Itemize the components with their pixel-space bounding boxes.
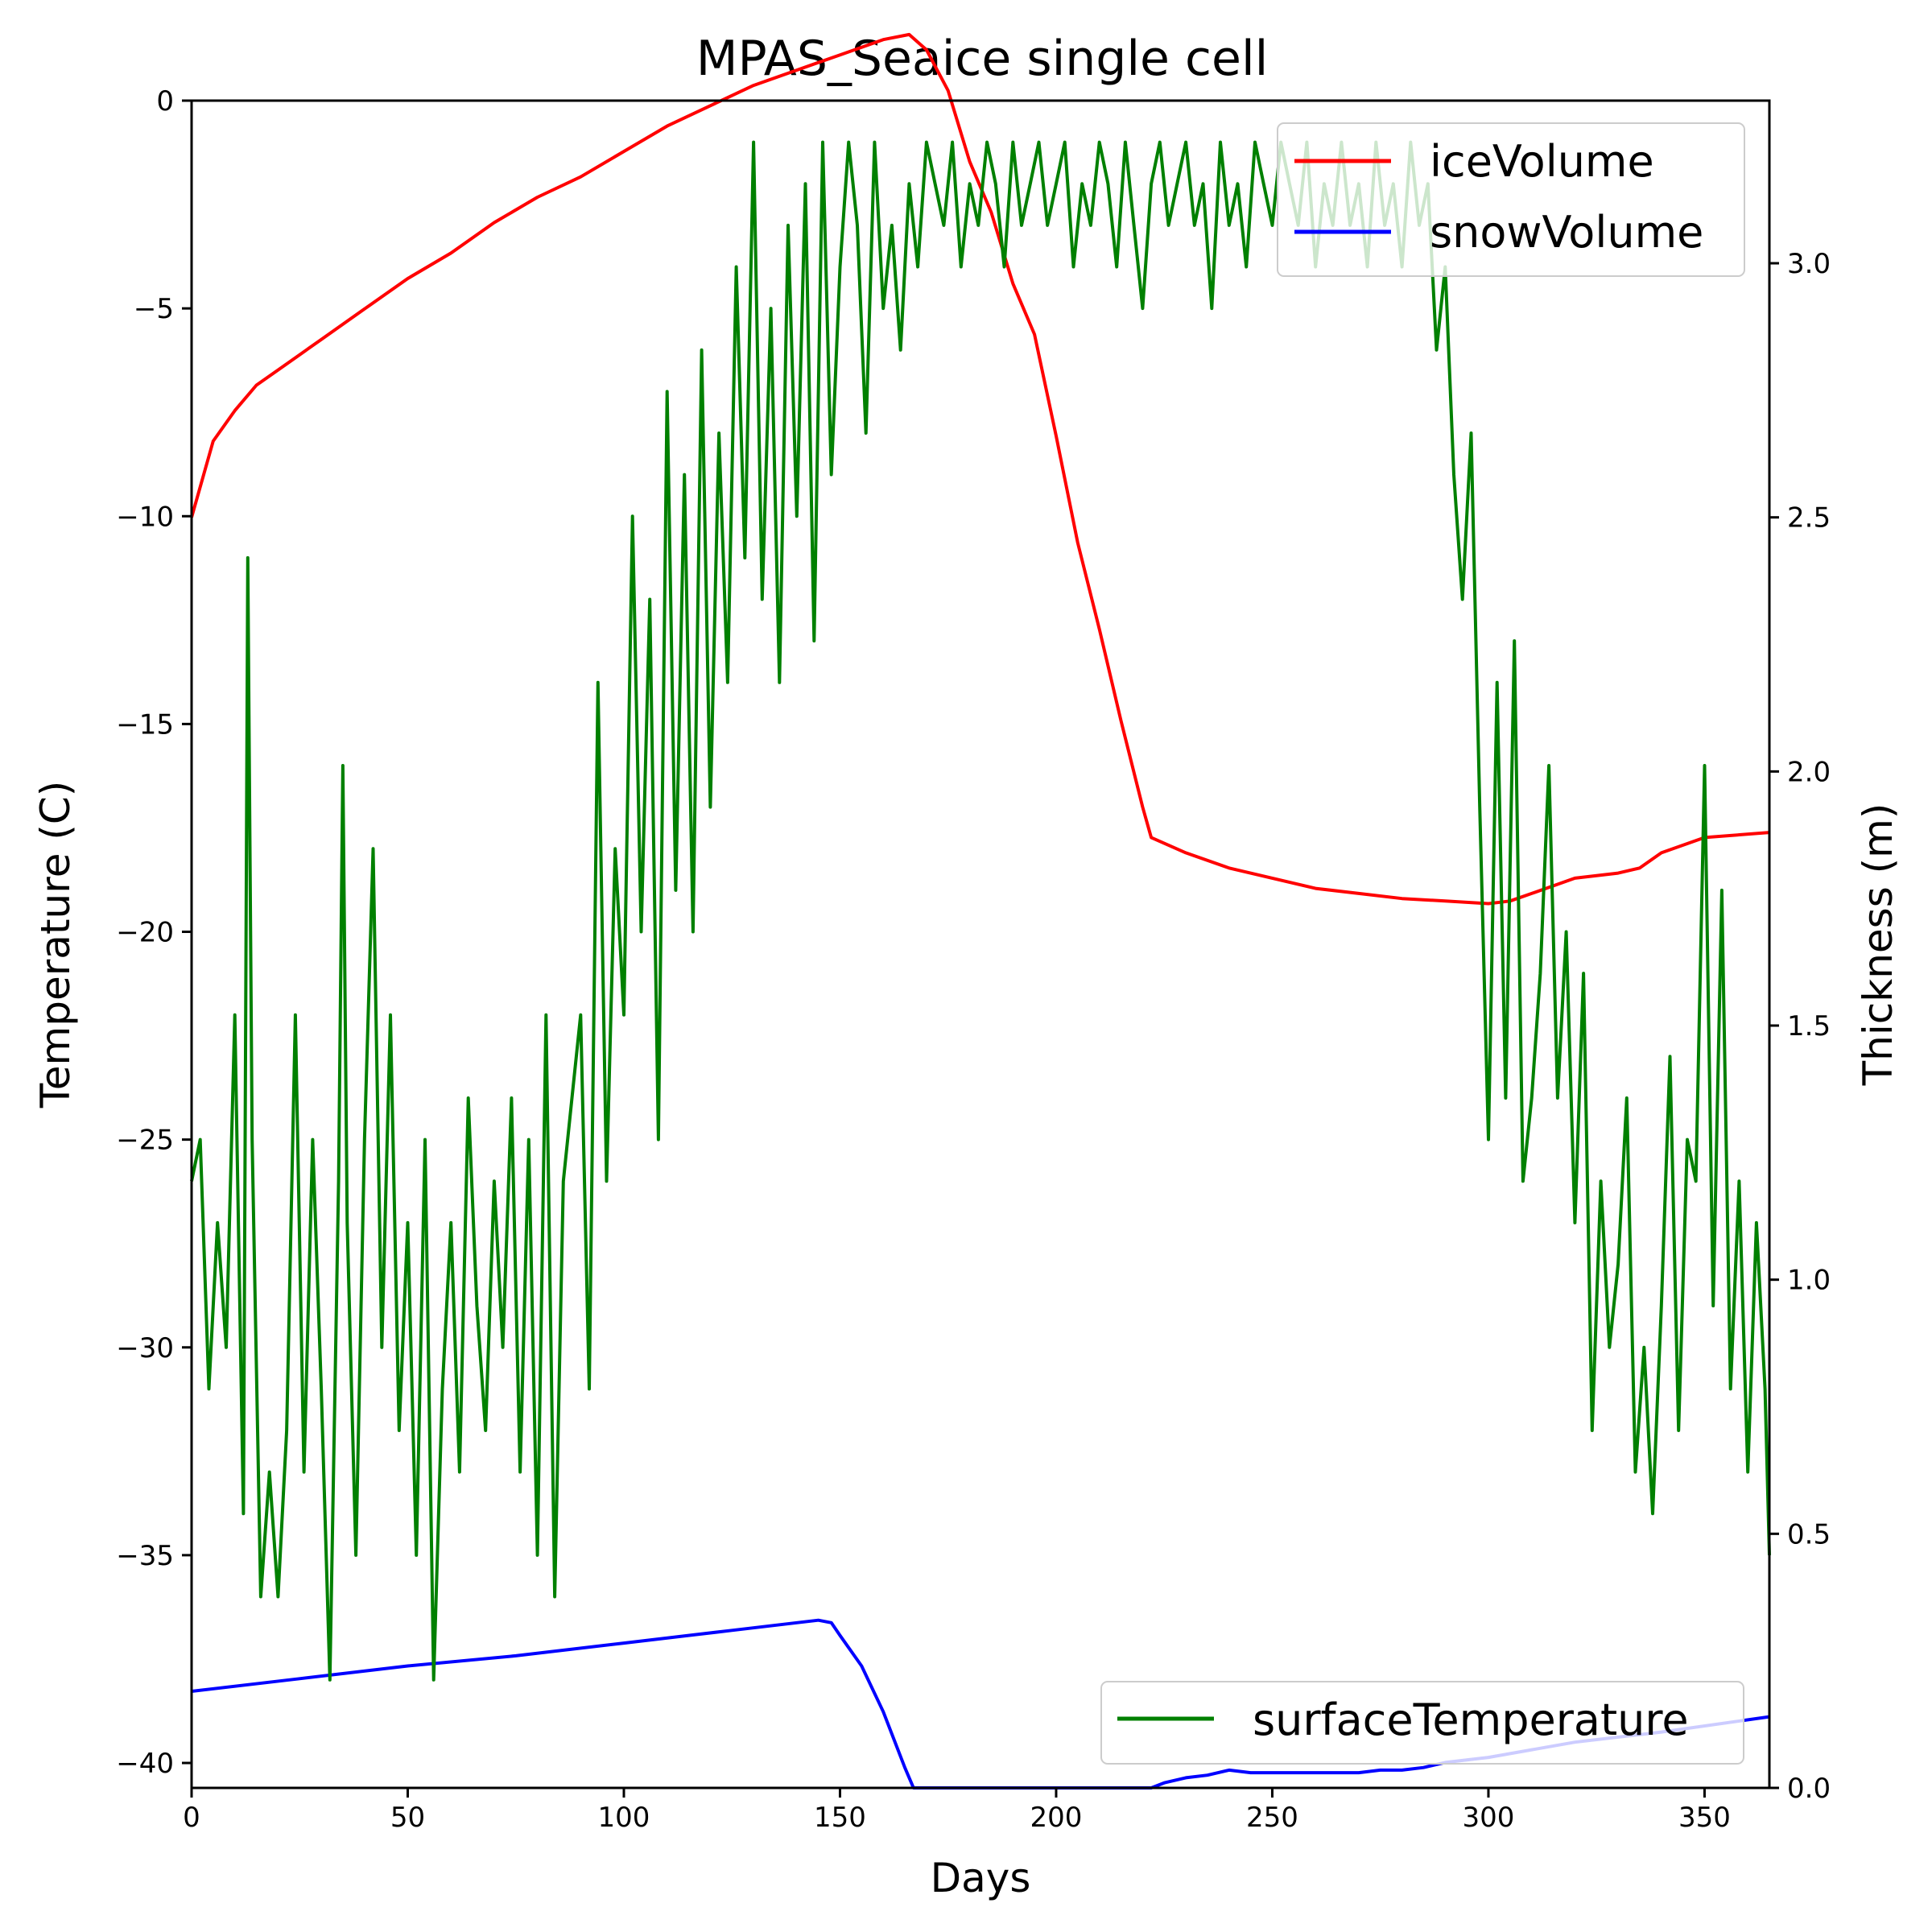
y-axis-left-title: Temperature (C): [32, 781, 79, 1109]
x-tick-label: 50: [390, 1802, 425, 1834]
plot-area: [190, 32, 1771, 1790]
y-right-tick-label: 0.0: [1787, 1773, 1831, 1805]
legend-surface-temperature-label: surfaceTemperature: [1253, 1695, 1689, 1745]
legend-upper-right: iceVolume snowVolume: [1277, 122, 1745, 277]
y-axis-right: 0.0 0.5 1.0 1.5 2.0 2.5 3.0: [1769, 248, 1831, 1805]
y-left-tick-label: −30: [116, 1332, 174, 1364]
plot-frame: [190, 99, 1771, 1790]
x-tick-label: 300: [1463, 1802, 1515, 1834]
y-axis-right-title: Thickness (m): [1855, 803, 1901, 1087]
y-left-tick-label: −5: [134, 293, 174, 325]
x-axis: 0 50 100 150 200 250 300 350: [183, 1788, 1731, 1834]
x-tick-label: 350: [1678, 1802, 1731, 1834]
y-right-tick-label: 2.0: [1787, 756, 1831, 788]
legend-ice-volume-label: iceVolume: [1430, 136, 1654, 187]
y-axis-left: 0 −5 −10 −15 −20 −25 −30 −35 −40: [116, 85, 192, 1780]
y-right-tick-label: 2.5: [1787, 502, 1831, 535]
y-left-tick-label: −20: [116, 917, 174, 949]
y-right-tick-label: 1.5: [1787, 1010, 1831, 1042]
x-axis-title: Days: [931, 1855, 1031, 1901]
y-right-tick-label: 0.5: [1787, 1518, 1831, 1550]
x-tick-label: 100: [598, 1802, 650, 1834]
y-left-tick-label: 0: [156, 85, 174, 118]
x-tick-label: 200: [1030, 1802, 1083, 1834]
chart-title: MPAS_Seaice single cell: [696, 31, 1269, 87]
y-left-tick-label: −35: [116, 1540, 174, 1572]
legend-upper-right-box: [1277, 122, 1745, 277]
series-line-ice-volume: [190, 32, 1770, 906]
y-right-tick-label: 3.0: [1787, 248, 1831, 280]
y-right-tick-label: 1.0: [1787, 1265, 1831, 1297]
y-left-tick-label: −40: [116, 1748, 174, 1780]
y-left-tick-label: −10: [116, 501, 174, 533]
x-tick-label: 0: [183, 1802, 200, 1834]
legend-snow-volume-label: snowVolume: [1430, 207, 1703, 258]
legend-lower-right-box: [1100, 1681, 1744, 1765]
x-tick-label: 150: [814, 1802, 866, 1834]
y-left-tick-label: −15: [116, 708, 174, 741]
series-line-surface-temperature: [190, 140, 1771, 1682]
x-tick-label: 250: [1246, 1802, 1298, 1834]
legend-lower-right: surfaceTemperature: [1100, 1681, 1744, 1765]
y-left-tick-label: −25: [116, 1125, 174, 1157]
